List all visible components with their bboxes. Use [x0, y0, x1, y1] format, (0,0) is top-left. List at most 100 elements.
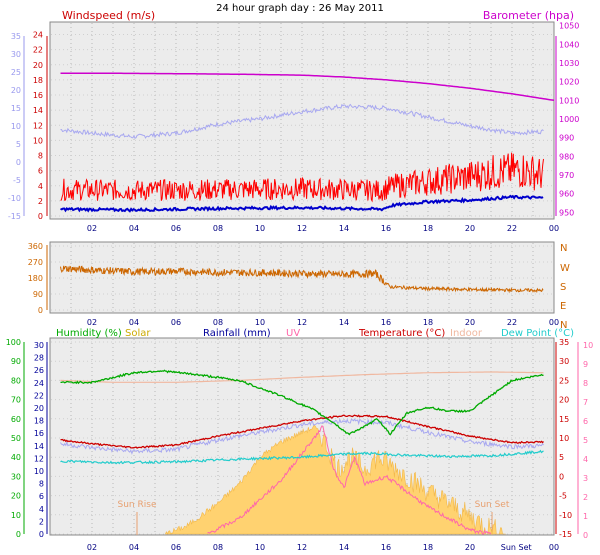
rainfall-tick-label: 4 — [39, 505, 44, 514]
rainfall-tick-label: 24 — [34, 379, 44, 388]
direction-x-tick-label: 20 — [465, 318, 475, 327]
humidity-tick-label: 40 — [11, 453, 21, 462]
humidity-tick-label: 0 — [16, 530, 21, 539]
windspeed-tick-label: 0 — [38, 212, 43, 221]
windspeed-tick-label: 12 — [33, 121, 43, 130]
rainfall-tick-label: 0 — [39, 530, 44, 539]
outer-left-tick-label: 25 — [11, 68, 21, 77]
direction-x-tick-label: 00 — [549, 318, 559, 327]
humidity-label: Humidity (%) — [56, 328, 122, 339]
sun-set-tick-label: Sun Set — [501, 543, 532, 552]
barometer-axis-label: Barometer (hpa) — [483, 9, 574, 22]
direction-x-tick-label: 10 — [255, 318, 265, 327]
rainfall-tick-label: 22 — [34, 391, 44, 400]
windspeed-tick-label: 14 — [33, 106, 43, 115]
rainfall-tick-label: 28 — [34, 354, 44, 363]
bottom-x-tick-label: 12 — [297, 543, 307, 552]
rainfall-tick-label: 2 — [39, 517, 44, 526]
humidity-tick-label: 70 — [11, 396, 21, 405]
temperature-tick-label: -15 — [559, 530, 572, 539]
bottom-x-tick-label: 04 — [129, 543, 139, 552]
windspeed-tick-label: 24 — [33, 31, 43, 40]
rainfall-tick-label: 20 — [34, 404, 44, 413]
bottom-x-tick-label: 18 — [423, 543, 433, 552]
rainfall-tick-label: 8 — [39, 480, 44, 489]
outer-left-tick-label: 15 — [11, 104, 21, 113]
indoor-label: Indoor — [450, 328, 483, 339]
barometer-tick-label: 1030 — [559, 59, 579, 68]
windspeed-tick-label: 22 — [33, 46, 43, 55]
uv-tick-label: 9 — [583, 360, 588, 369]
direction-x-tick-label: 02 — [87, 318, 97, 327]
wind-average-line — [60, 194, 544, 213]
bottom-x-tick-label: 16 — [381, 543, 391, 552]
temperature-tick-label: 25 — [559, 376, 569, 385]
rainfall-tick-label: 6 — [39, 492, 44, 501]
uv-tick-label: 7 — [583, 398, 588, 407]
top-x-tick-label: 16 — [381, 224, 391, 233]
direction-tick-label: 90 — [33, 290, 43, 299]
outer-left-tick-label: -5 — [13, 176, 21, 185]
outer-temperature-line — [60, 103, 544, 140]
barometer-tick-label: 990 — [559, 134, 574, 143]
direction-x-tick-label: 12 — [297, 318, 307, 327]
indoor-temperature-line — [60, 371, 544, 383]
rainfall-tick-label: 16 — [34, 429, 44, 438]
outer-left-tick-label: 35 — [11, 32, 21, 41]
barometer-tick-label: 950 — [559, 208, 574, 217]
temperature-label: Temperature (°C) — [358, 328, 445, 339]
direction-x-tick-label: 08 — [213, 318, 223, 327]
sun-set-label: Sun Set — [475, 500, 510, 510]
windspeed-tick-label: 8 — [38, 152, 43, 161]
direction-tick-label: 360 — [28, 242, 43, 251]
barometer-tick-label: 1000 — [559, 115, 579, 124]
top-x-tick-label: 02 — [87, 224, 97, 233]
barometer-line — [60, 72, 555, 102]
barometer-tick-label: 1010 — [559, 96, 579, 105]
barometer-tick-label: 1040 — [559, 40, 579, 49]
top-x-tick-label: 08 — [213, 224, 223, 233]
temperature-tick-label: 30 — [559, 357, 569, 366]
rainfall-tick-label: 10 — [34, 467, 44, 476]
bottom-x-tick-label: 08 — [213, 543, 223, 552]
graph-title: 24 hour graph day : 26 May 2011 — [216, 3, 384, 14]
temperature-tick-label: 0 — [559, 472, 564, 481]
barometer-tick-label: 960 — [559, 190, 574, 199]
uv-tick-label: 6 — [583, 417, 588, 426]
outer-left-tick-label: 20 — [11, 86, 21, 95]
uv-label: UV — [286, 328, 300, 339]
windspeed-tick-label: 10 — [33, 136, 43, 145]
compass-tick-label: E — [560, 301, 566, 312]
sun-rise-label: Sun Rise — [118, 500, 157, 510]
compass-tick-label: N — [560, 320, 567, 331]
top-x-tick-label: 20 — [465, 224, 475, 233]
uv-tick-label: 10 — [583, 341, 593, 350]
direction-x-tick-label: 22 — [507, 318, 517, 327]
temperature-tick-label: 15 — [559, 415, 569, 424]
bottom-x-tick-label: 14 — [339, 543, 349, 552]
temperature-tick-label: 35 — [559, 338, 569, 347]
top-x-tick-label: 14 — [339, 224, 349, 233]
bottom-x-tick-label: 20 — [465, 543, 475, 552]
windspeed-tick-label: 6 — [38, 167, 43, 176]
humidity-tick-label: 30 — [11, 472, 21, 481]
direction-x-tick-label: 06 — [171, 318, 181, 327]
uv-tick-label: 1 — [583, 512, 588, 521]
bottom-x-tick-label: 02 — [87, 543, 97, 552]
outer-left-tick-label: 0 — [16, 158, 21, 167]
rainfall-label: Rainfall (mm) — [203, 328, 271, 339]
windspeed-tick-label: 16 — [33, 91, 43, 100]
barometer-tick-label: 980 — [559, 152, 574, 161]
uv-tick-label: 5 — [583, 436, 588, 445]
temperature-tick-label: 5 — [559, 453, 564, 462]
top-x-tick-label: 12 — [297, 224, 307, 233]
outer-left-tick-label: 30 — [11, 50, 21, 59]
outer-left-tick-label: -15 — [8, 212, 21, 221]
uv-tick-label: 3 — [583, 474, 588, 483]
top-x-tick-label: 22 — [507, 224, 517, 233]
rainfall-tick-label: 30 — [34, 341, 44, 350]
compass-tick-label: N — [560, 243, 567, 254]
humidity-tick-label: 80 — [11, 376, 21, 385]
dew-point-line — [60, 449, 544, 465]
